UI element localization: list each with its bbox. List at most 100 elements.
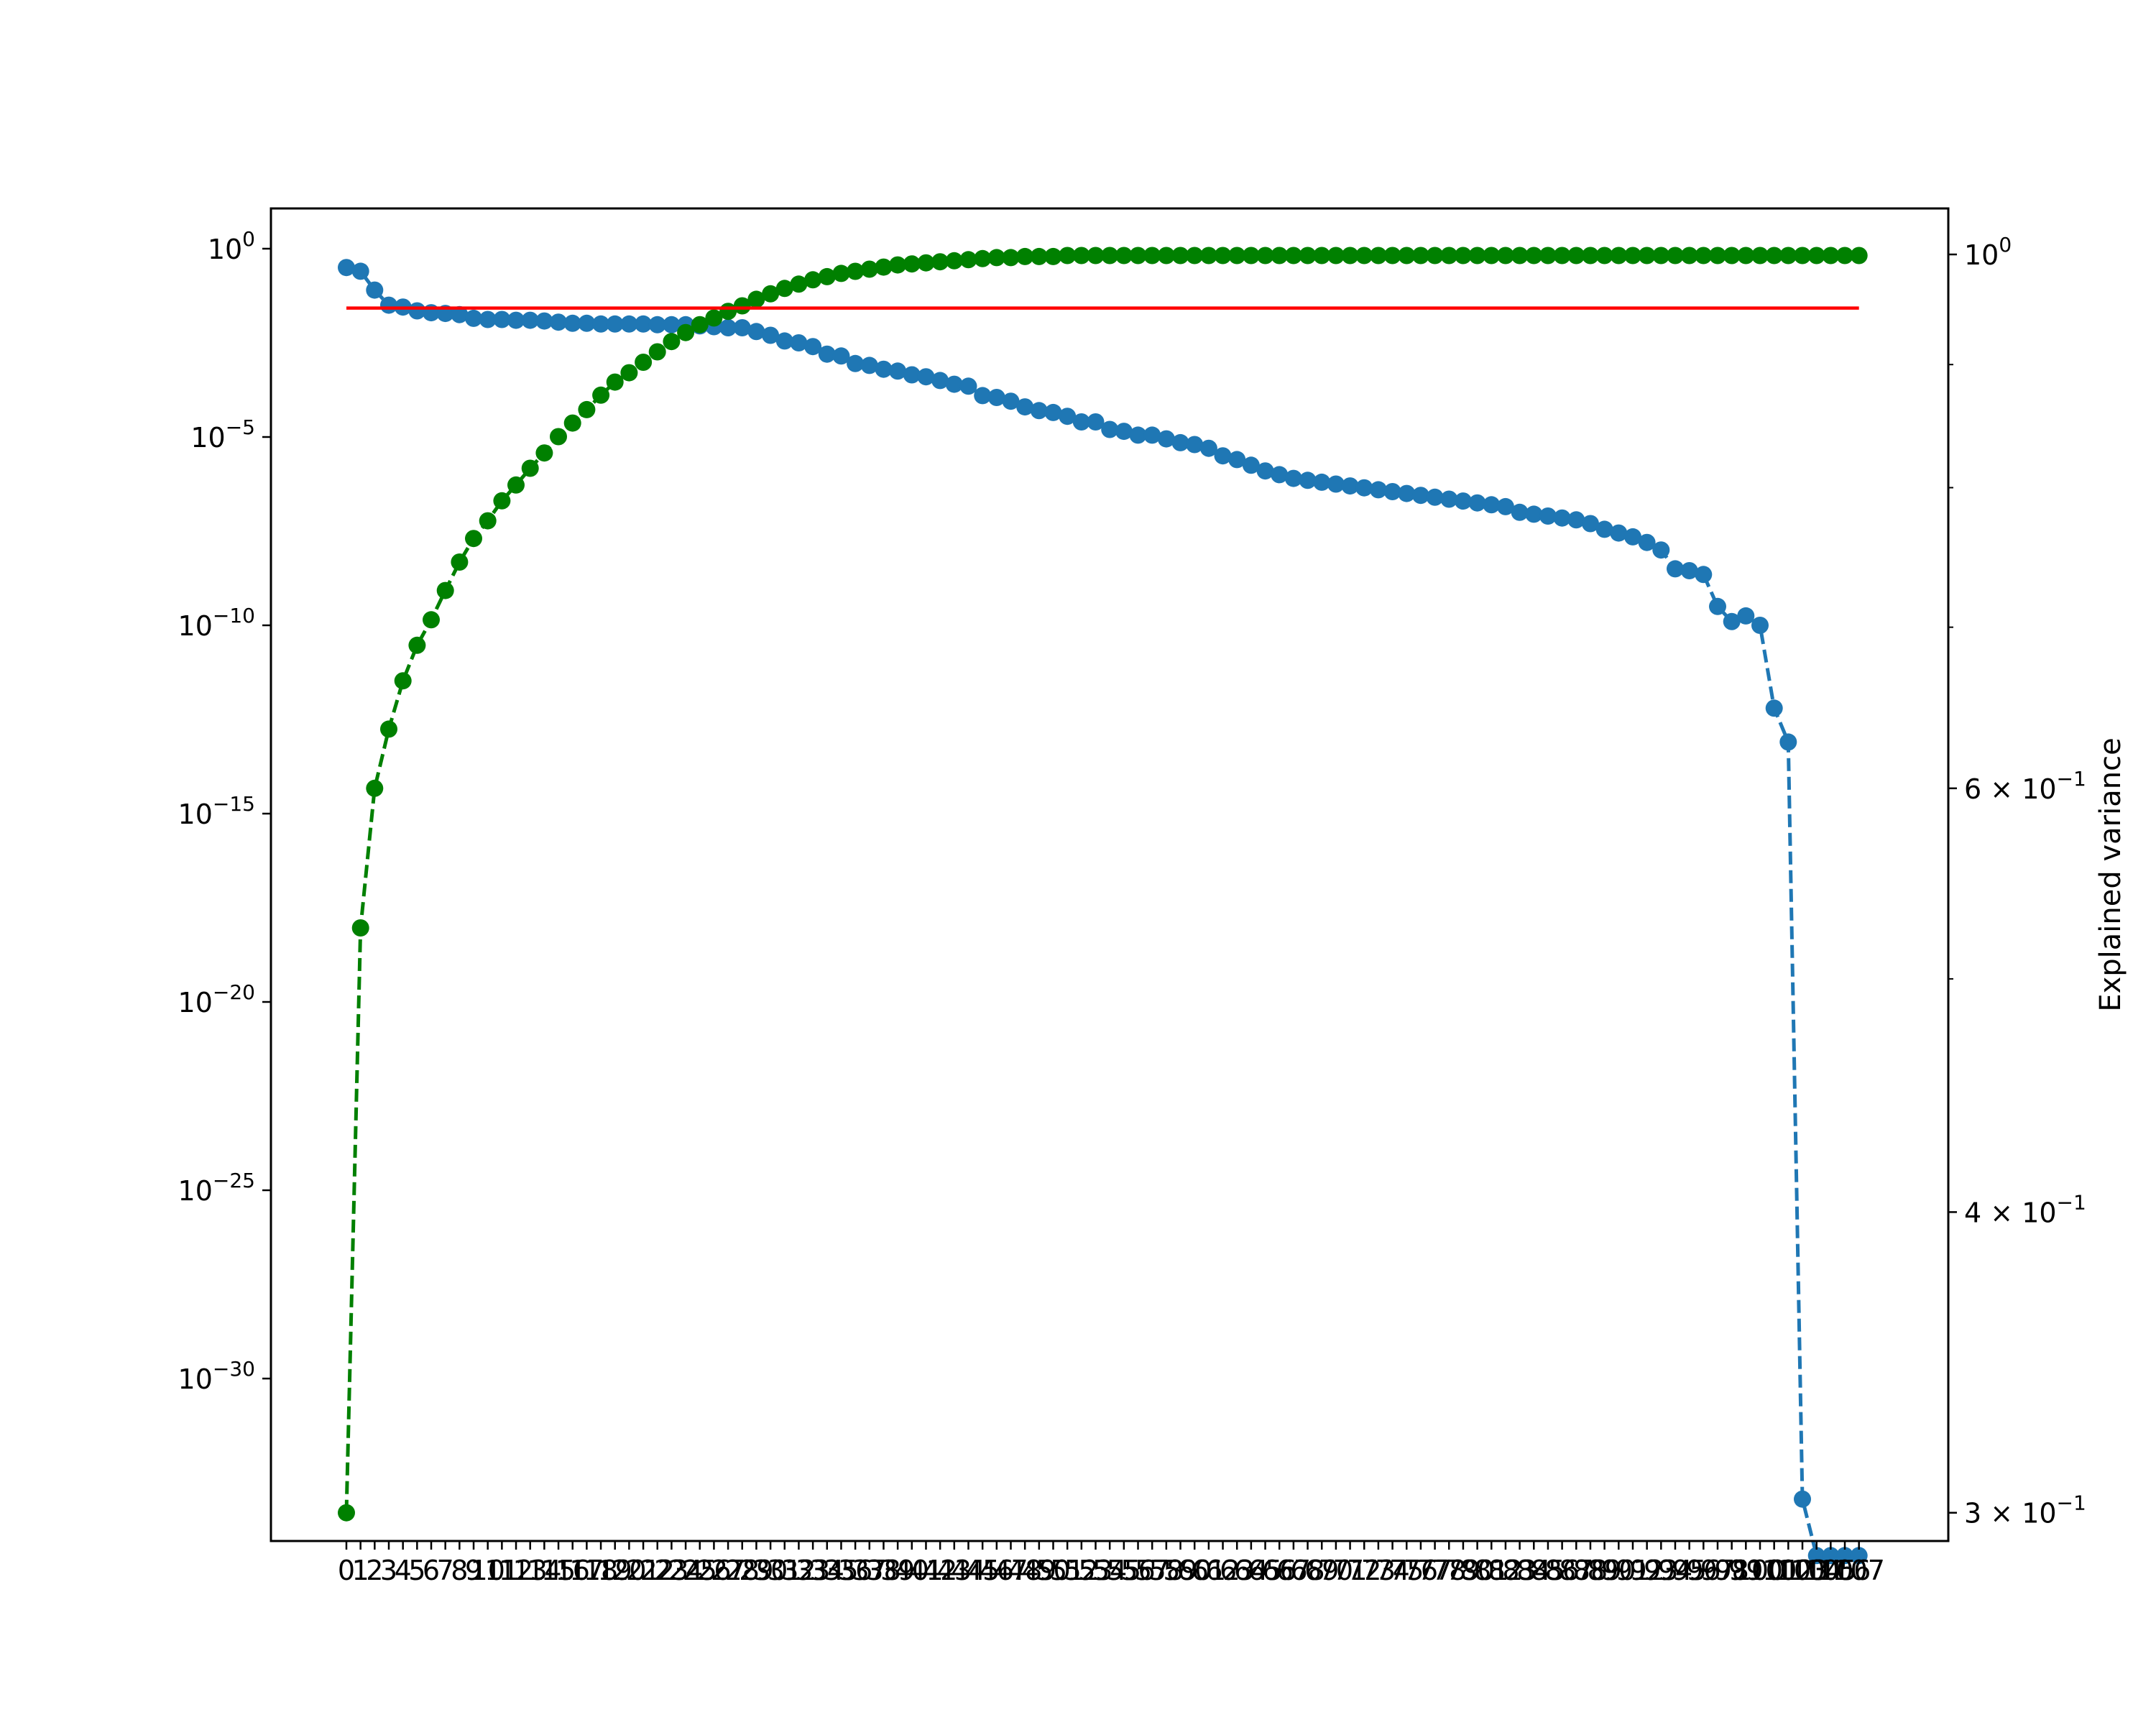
singular-value-point <box>1242 456 1260 474</box>
singular-value-point <box>1483 496 1501 514</box>
x-tick-label: 87 <box>1559 1555 1593 1586</box>
singular-value-point <box>917 368 935 386</box>
x-tick-label: 82 <box>1488 1555 1523 1586</box>
singular-value-point <box>1807 1547 1825 1565</box>
singular-value-point <box>1652 541 1670 559</box>
explained-variance-point <box>338 1504 355 1522</box>
explained-variance-point <box>917 254 935 272</box>
explained-variance-point <box>1341 247 1359 264</box>
singular-value-point <box>1695 566 1713 584</box>
singular-value-point <box>479 310 497 328</box>
explained-variance-point <box>1850 247 1868 264</box>
x-tick-label: 5 <box>408 1555 425 1586</box>
explained-variance-point <box>606 373 624 391</box>
explained-variance-point <box>1171 247 1189 264</box>
x-tick-label: 102 <box>1762 1555 1815 1586</box>
singular-value-point <box>1525 505 1543 523</box>
singular-value-point <box>804 338 822 356</box>
explained-variance-point <box>1143 247 1161 264</box>
explained-variance-point <box>705 309 723 327</box>
explained-variance-point <box>1539 247 1557 264</box>
explained-variance-point <box>1129 247 1147 264</box>
x-tick-label: 58 <box>1149 1555 1184 1586</box>
explained-variance-point <box>959 251 977 269</box>
x-tick-label: 24 <box>668 1555 703 1586</box>
x-tick-label: 22 <box>640 1555 675 1586</box>
explained-variance-point <box>1610 247 1628 264</box>
x-tick-label: 23 <box>654 1555 688 1586</box>
x-tick-label: 71 <box>1332 1555 1367 1586</box>
x-tick-label: 8 <box>451 1555 468 1586</box>
explained-variance-point <box>1101 247 1119 264</box>
singular-value-point <box>1355 479 1373 497</box>
explained-variance-point <box>1822 247 1840 264</box>
x-tick-label: 49 <box>1022 1555 1056 1586</box>
explained-variance-point <box>1440 247 1458 264</box>
singular-value-point <box>1228 451 1246 469</box>
singular-value-point <box>1553 509 1571 527</box>
singular-value-point <box>1072 413 1090 431</box>
x-tick-label: 13 <box>513 1555 548 1586</box>
explained-variance-point <box>1271 247 1289 264</box>
explained-variance-point <box>1794 247 1811 264</box>
x-tick-label: 62 <box>1205 1555 1240 1586</box>
singular-value-point <box>762 326 780 344</box>
explained-variance-point <box>479 512 497 530</box>
explained-variance-point <box>635 354 653 371</box>
right-tick-label: 100 <box>1964 233 2012 271</box>
singular-value-point <box>733 319 751 336</box>
singular-value-point <box>1016 398 1034 416</box>
left-tick-label: 10−10 <box>178 604 255 642</box>
left-tick-label: 10−20 <box>178 980 255 1018</box>
x-tick-label: 54 <box>1092 1555 1127 1586</box>
explained-variance-point <box>1567 247 1585 264</box>
x-tick-label: 34 <box>810 1555 844 1586</box>
x-tick-label: 65 <box>1248 1555 1282 1586</box>
explained-variance-point <box>1553 247 1571 264</box>
explained-variance-point <box>648 343 666 361</box>
x-tick-label: 10 <box>471 1555 505 1586</box>
explained-variance-point <box>860 260 878 278</box>
explained-variance-point <box>1313 247 1331 264</box>
x-tick-label: 91 <box>1616 1555 1650 1586</box>
explained-variance-point <box>945 252 963 270</box>
x-tick-label: 17 <box>569 1555 604 1586</box>
x-tick-label: 76 <box>1404 1555 1438 1586</box>
x-tick-label: 77 <box>1417 1555 1452 1586</box>
explained-variance-point <box>1836 247 1853 264</box>
explained-variance-point <box>1426 247 1444 264</box>
x-tick-label: 79 <box>1446 1555 1480 1586</box>
right-tick-label: 3 × 10−1 <box>1964 1491 2086 1530</box>
singular-value-point <box>847 354 865 372</box>
x-tick-label: 3 <box>380 1555 397 1586</box>
explained-variance-point <box>1624 247 1641 264</box>
x-tick-label: 41 <box>908 1555 943 1586</box>
explained-variance-point <box>1016 247 1034 265</box>
x-tick-label: 7 <box>437 1555 454 1586</box>
left-tick-label: 10−25 <box>178 1169 255 1207</box>
singular-value-point <box>1199 439 1217 457</box>
x-tick-label: 15 <box>541 1555 576 1586</box>
x-tick-label: 85 <box>1531 1555 1565 1586</box>
singular-value-point <box>1779 733 1797 751</box>
x-tick-label: 106 <box>1819 1555 1871 1586</box>
x-tick-label: 67 <box>1276 1555 1311 1586</box>
x-tick-label: 94 <box>1658 1555 1692 1586</box>
explained-variance-point <box>1199 247 1217 264</box>
singular-value-point <box>889 362 907 380</box>
singular-value-point <box>648 316 666 334</box>
x-tick-label: 42 <box>923 1555 957 1586</box>
singular-value-point <box>451 305 469 323</box>
singular-value-point <box>1030 402 1048 420</box>
explained-variance-point <box>550 428 567 446</box>
explained-variance-point <box>507 476 525 494</box>
x-tick-label: 39 <box>880 1555 915 1586</box>
singular-value-point <box>903 366 921 384</box>
x-tick-label: 18 <box>584 1555 618 1586</box>
series-explained-variance <box>338 247 1868 1522</box>
explained-variance-point <box>351 919 369 937</box>
singular-value-point <box>1610 524 1628 542</box>
x-tick-label: 60 <box>1177 1555 1212 1586</box>
singular-value-point <box>535 312 553 330</box>
singular-value-point <box>1426 488 1444 506</box>
